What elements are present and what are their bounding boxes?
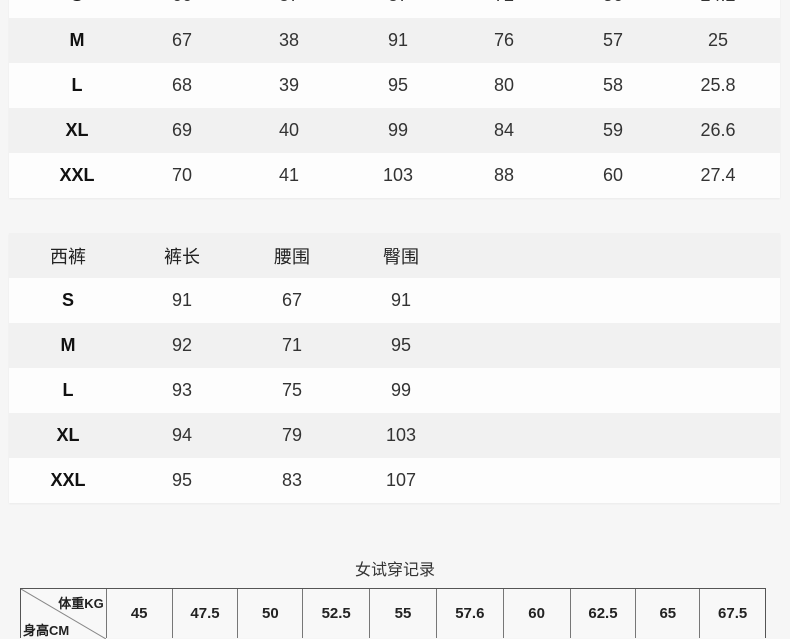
trousers-size-table: 西裤 裤长 腰围 臀围 S 91 67 91 M 92 71 95 L 93 75 99 XL 94 79 103 XX… [9, 233, 780, 503]
value-cell: 67 [281, 290, 303, 310]
value-cell: 56 [603, 0, 623, 18]
fitting-record-table: 体重KG 身高CM 45 47.5 50 52.5 55 57.6 60 62.5 65 67.5 [20, 588, 766, 639]
value-cell: 26.6 [700, 120, 736, 140]
value-cell: 72 [494, 0, 514, 18]
value-cell: 103 [385, 425, 417, 445]
value-cell: 60 [602, 165, 624, 185]
value-cell: 95 [390, 335, 412, 355]
weight-label: 体重KG [58, 596, 104, 611]
table-row: XXL 70 41 103 88 60 27.4 [9, 153, 780, 198]
value-cell: 83 [281, 470, 303, 490]
value-cell: 79 [281, 425, 303, 445]
value-cell: 99 [387, 120, 409, 140]
value-cell: 38 [278, 30, 300, 50]
value-cell: 99 [390, 380, 412, 400]
value-cell: 41 [278, 165, 300, 185]
height-label: 身高CM [23, 623, 70, 638]
value-cell: 80 [493, 75, 515, 95]
weight-header-cell: 55 [369, 589, 436, 638]
value-cell: 67 [171, 30, 193, 50]
value-cell: 91 [387, 30, 409, 50]
value-cell: 27.4 [700, 165, 736, 185]
value-cell: 87 [388, 0, 408, 18]
value-cell: 93 [171, 380, 193, 400]
value-cell: 57 [602, 30, 624, 50]
value-cell: 76 [493, 30, 515, 50]
header-row: 西裤 裤长 腰围 臀围 [9, 233, 780, 278]
weight-header-cell: 65 [635, 589, 699, 638]
value-cell: 68 [171, 75, 193, 95]
weight-header-cell: 67.5 [699, 589, 765, 638]
value-cell: 103 [382, 165, 414, 185]
value-cell: 25 [707, 30, 729, 50]
value-cell: 66 [172, 0, 192, 18]
weight-header-cell: 52.5 [302, 589, 369, 638]
column-header: 裤长 [164, 246, 200, 267]
weight-header-cell: 47.5 [171, 589, 238, 638]
value-cell: 84 [493, 120, 515, 140]
table-row: XL 69 40 99 84 59 26.6 [9, 108, 780, 153]
size-cell: XL [65, 120, 89, 140]
size-cell: M [69, 30, 85, 50]
column-header: 腰围 [274, 246, 310, 267]
size-cell: L [62, 380, 74, 400]
value-cell: 71 [281, 335, 303, 355]
size-cell: XXL [50, 470, 86, 490]
table-row: M 67 38 91 76 57 25 [9, 18, 780, 63]
weight-header-cell: 60 [502, 589, 570, 638]
value-cell: 24.2 [700, 0, 735, 18]
value-cell: 88 [493, 165, 515, 185]
value-cell: 58 [602, 75, 624, 95]
table-row: S 66 37 87 72 56 24.2 [9, 0, 780, 18]
size-cell: XXL [59, 165, 95, 185]
value-cell: 40 [278, 120, 300, 140]
table-row: XXL 95 83 107 [9, 458, 780, 503]
value-cell: 39 [278, 75, 300, 95]
weight-header-cell: 57.6 [435, 589, 503, 638]
value-cell: 92 [171, 335, 193, 355]
value-cell: 59 [602, 120, 624, 140]
weight-header-cell: 50 [237, 589, 302, 638]
size-cell: S [71, 0, 83, 18]
size-cell: M [60, 335, 76, 355]
size-cell: XL [56, 425, 80, 445]
value-cell: 95 [171, 470, 193, 490]
table-row: L 68 39 95 80 58 25.8 [9, 63, 780, 108]
column-header: 西裤 [50, 246, 86, 267]
diagonal-divider [21, 589, 106, 639]
value-cell: 94 [171, 425, 193, 445]
size-table-top: S 66 37 87 72 56 24.2 M 67 38 91 76 57 25 L 68 39 95 80 58 2… [9, 0, 780, 198]
corner-header-cell: 体重KG 身高CM [21, 589, 106, 639]
value-cell: 70 [171, 165, 193, 185]
table-row: L 93 75 99 [9, 368, 780, 413]
value-cell: 107 [385, 470, 417, 490]
fitting-record-title: 女试穿记录 [354, 560, 435, 579]
table-row: XL 94 79 103 [9, 413, 780, 458]
size-cell: L [71, 75, 83, 95]
value-cell: 91 [390, 290, 412, 310]
column-header: 臀围 [383, 246, 419, 267]
table-row: M 92 71 95 [9, 323, 780, 368]
value-cell: 91 [171, 290, 193, 310]
table-row: S 91 67 91 [9, 278, 780, 323]
value-cell: 95 [387, 75, 409, 95]
value-cell: 75 [281, 380, 303, 400]
value-cell: 25.8 [700, 75, 736, 95]
weight-header-cell: 62.5 [569, 589, 636, 638]
value-cell: 69 [171, 120, 193, 140]
value-cell: 37 [279, 0, 299, 18]
size-cell: S [61, 290, 75, 310]
weight-header-cell: 45 [105, 589, 172, 638]
